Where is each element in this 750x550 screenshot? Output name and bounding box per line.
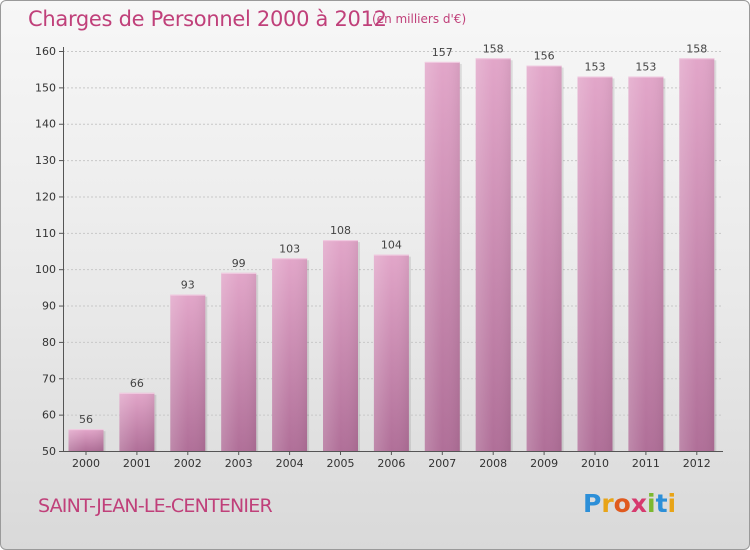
bar-highlight <box>119 392 155 451</box>
data-label: 157 <box>432 46 453 59</box>
bar-highlight <box>272 258 308 451</box>
y-tick-label: 160 <box>35 45 56 58</box>
x-tick-label: 2006 <box>377 457 405 470</box>
data-label: 104 <box>381 239 402 252</box>
data-label: 156 <box>534 50 555 63</box>
y-tick-label: 130 <box>35 154 56 167</box>
data-labels: 56 66 93 99 103 108 104 157 158 156 153 153 158 <box>79 42 707 426</box>
y-tick-label: 70 <box>42 372 56 385</box>
bar-highlight <box>170 294 206 451</box>
y-tick-label: 50 <box>42 445 56 458</box>
y-tick-label: 140 <box>35 118 56 131</box>
data-label: 66 <box>130 377 144 390</box>
x-tick-label: 2004 <box>276 457 304 470</box>
data-label: 103 <box>279 242 300 255</box>
x-tick-label: 2000 <box>72 457 100 470</box>
axes: 50 60 70 80 90 100 110 120 130 140 150 160 2000 2001 2… <box>35 45 723 470</box>
y-tick-label: 80 <box>42 336 56 349</box>
x-tick-label: 2007 <box>428 457 456 470</box>
data-label: 153 <box>635 60 656 73</box>
y-tick-label: 60 <box>42 409 56 422</box>
chart-title: Charges de Personnel 2000 à 2012 <box>28 7 387 31</box>
data-label: 108 <box>330 224 351 237</box>
bar-highlight <box>679 58 715 451</box>
y-tick-label: 150 <box>35 81 56 94</box>
y-tick-label: 90 <box>42 300 56 313</box>
data-label: 158 <box>483 42 504 55</box>
data-label: 56 <box>79 413 93 426</box>
commune-name: SAINT-JEAN-LE-CENTENIER <box>38 495 273 517</box>
y-tick-label: 100 <box>35 263 56 276</box>
bar-highlight <box>373 254 409 451</box>
proxiti-logo: Proxiti <box>583 489 677 518</box>
x-tick-label: 2002 <box>174 457 202 470</box>
x-tick-label: 2009 <box>530 457 558 470</box>
data-label: 93 <box>181 279 195 292</box>
bar-highlight <box>628 76 664 452</box>
bar-highlight <box>221 272 257 451</box>
bar-highlight <box>68 429 104 451</box>
data-label: 153 <box>585 60 606 73</box>
chart-subtitle: (en milliers d'€) <box>372 12 467 26</box>
data-label: 99 <box>232 257 246 270</box>
y-tick-label: 110 <box>35 227 56 240</box>
x-tick-label: 2005 <box>327 457 355 470</box>
bar-highlight <box>424 61 460 452</box>
y-tick-label: 120 <box>35 190 56 203</box>
bar-highlight <box>526 65 562 451</box>
bar-highlight <box>475 58 511 451</box>
bars <box>68 58 717 452</box>
x-tick-label: 2003 <box>225 457 253 470</box>
data-label: 158 <box>686 42 707 55</box>
bar-highlight <box>577 76 613 452</box>
bar-highlight <box>323 240 358 451</box>
x-tick-label: 2012 <box>683 457 711 470</box>
x-tick-label: 2001 <box>123 457 151 470</box>
x-tick-label: 2011 <box>632 457 660 470</box>
x-tick-label: 2010 <box>581 457 609 470</box>
x-tick-label: 2008 <box>479 457 507 470</box>
